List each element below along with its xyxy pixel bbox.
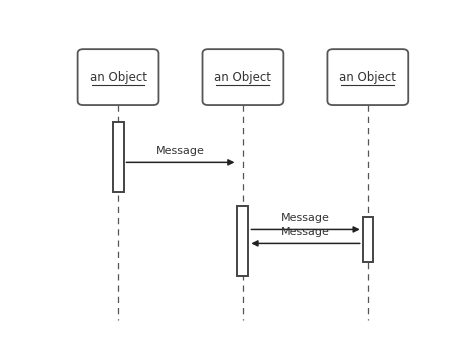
Text: Message: Message (156, 146, 205, 156)
Text: an Object: an Object (214, 70, 272, 83)
Text: Message: Message (281, 227, 330, 237)
FancyBboxPatch shape (78, 49, 158, 105)
Bar (237, 206, 248, 276)
Text: Message: Message (281, 213, 330, 223)
Bar (112, 122, 124, 192)
Bar (363, 217, 373, 262)
Text: an Object: an Object (339, 70, 396, 83)
FancyBboxPatch shape (328, 49, 408, 105)
Text: an Object: an Object (90, 70, 146, 83)
FancyBboxPatch shape (202, 49, 283, 105)
